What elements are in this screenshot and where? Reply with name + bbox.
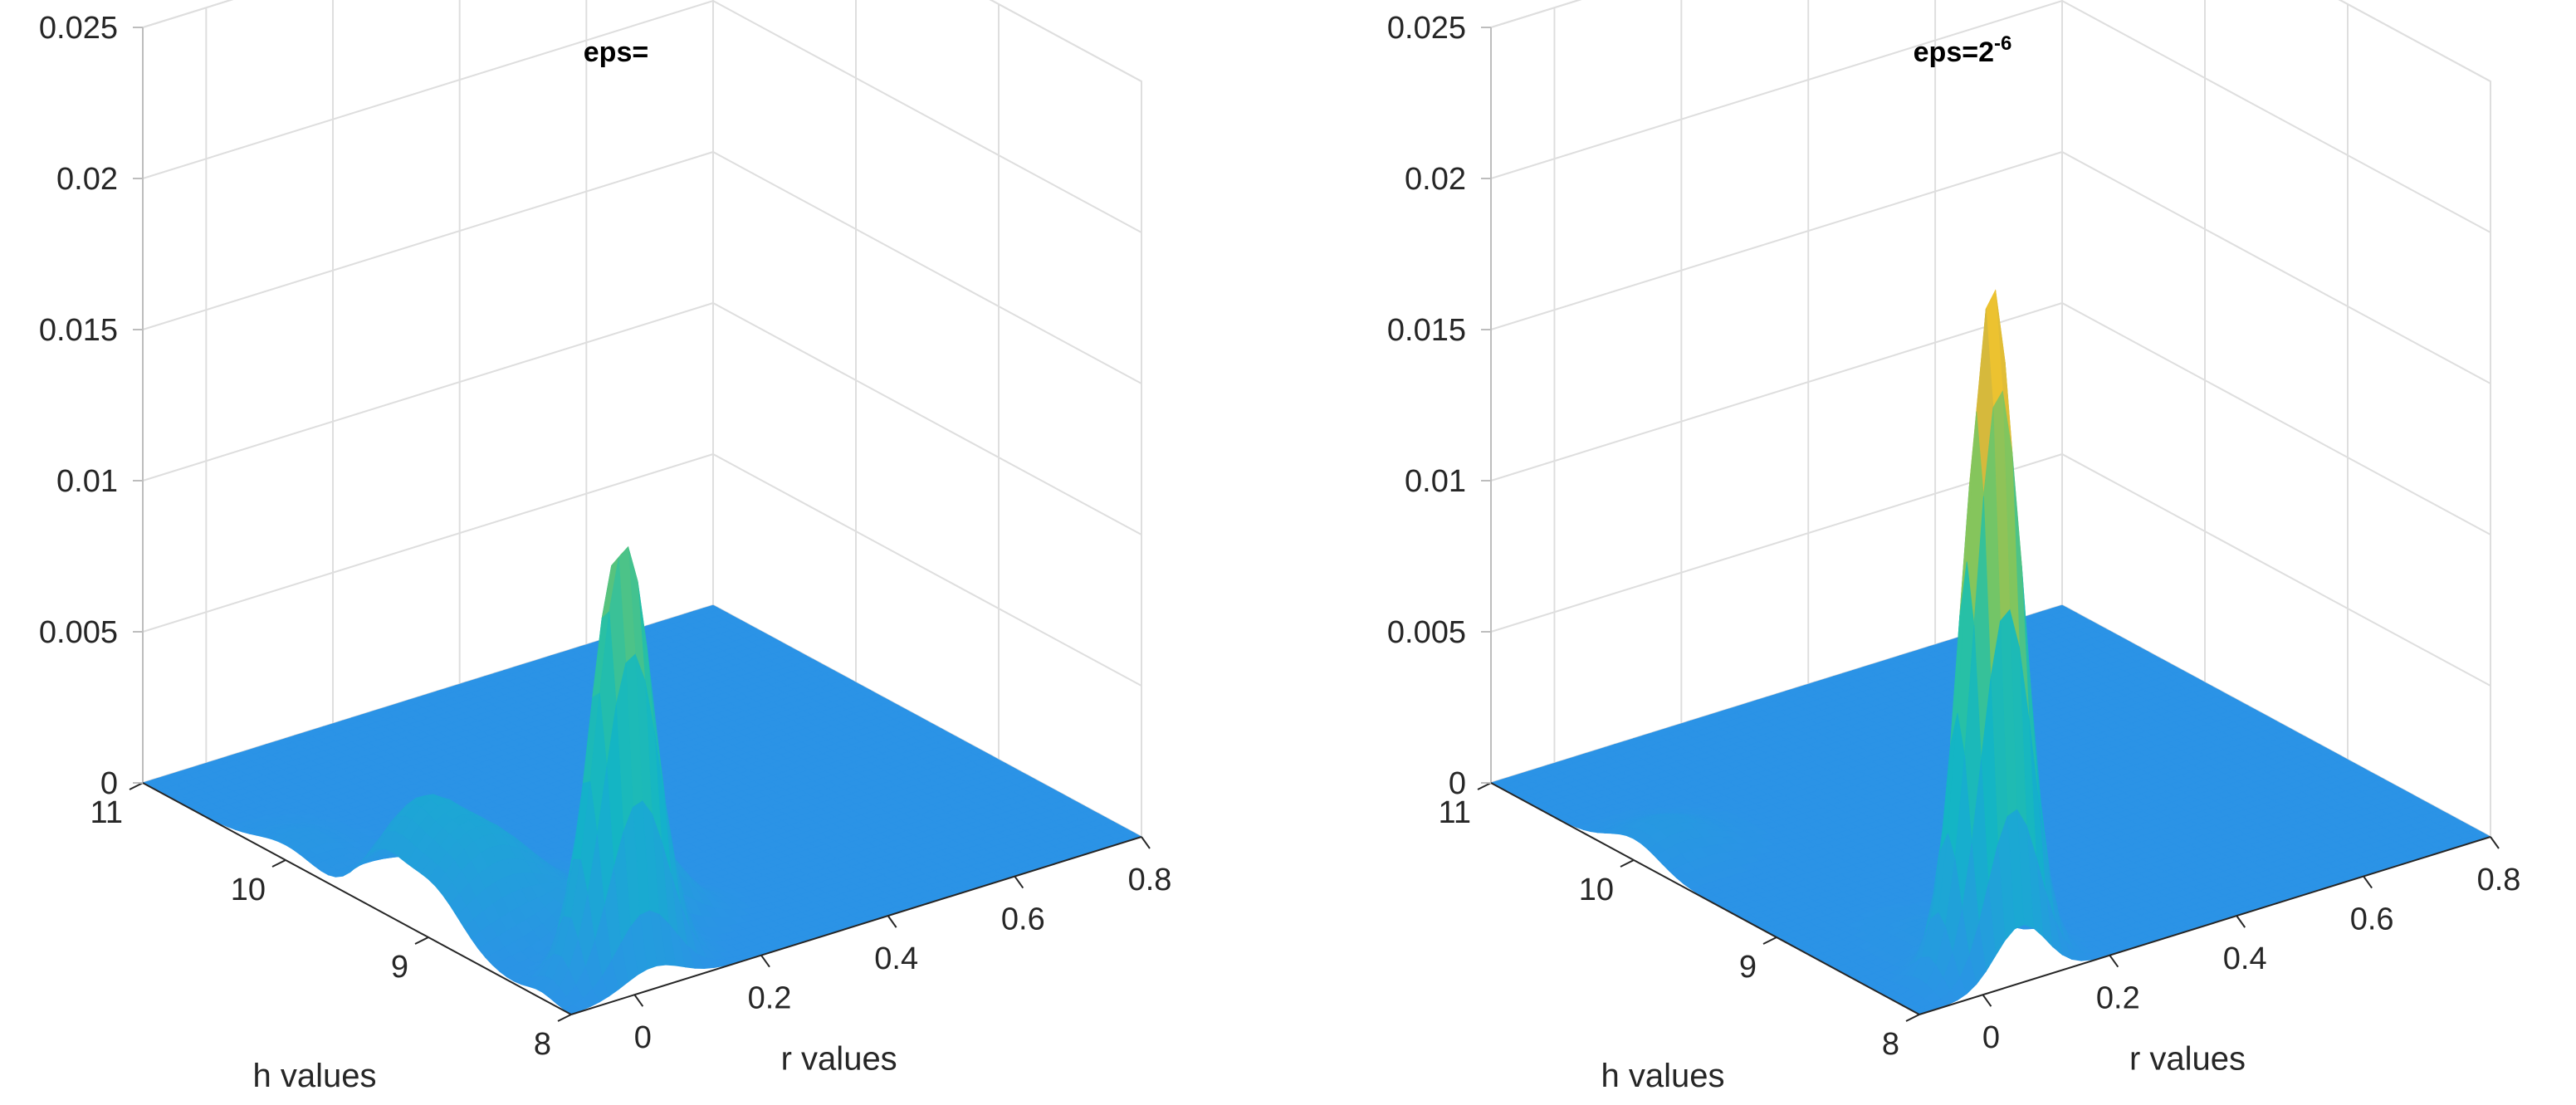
y-tick-mark: [129, 782, 144, 790]
y-tick-label: 10: [231, 873, 266, 907]
x-tick-mark: [887, 915, 897, 928]
x-tick-label: 0.8: [1128, 863, 1172, 897]
y-tick-label: 9: [391, 950, 408, 985]
y-axis-label: h values: [253, 1058, 377, 1094]
y-tick-mark: [414, 936, 429, 945]
chart-title: eps=: [584, 37, 648, 68]
surface-mesh: [141, 545, 1143, 1015]
x-tick-label: 0.6: [1001, 902, 1045, 937]
x-tick-mark: [1014, 875, 1024, 889]
z-tick-label: 0.01: [56, 464, 118, 499]
x-tick-mark: [1141, 836, 1151, 849]
surface-chart-eps-2-6: 00.20.40.60.889101100.0050.010.0150.020.…: [1387, 0, 2520, 1094]
y-tick-mark: [271, 859, 286, 868]
x-tick-mark: [760, 955, 770, 968]
z-tick-label: 0.015: [39, 313, 118, 348]
x-tick-label: 0.4: [874, 941, 918, 976]
x-tick-label: 0: [634, 1020, 652, 1055]
x-axis-label: r values: [781, 1040, 897, 1077]
y-tick-mark: [557, 1014, 572, 1022]
surface-chart-eps-1: 00.20.40.60.889101100.0050.010.0150.020.…: [39, 0, 1172, 1094]
y-tick-label: 8: [534, 1027, 551, 1062]
z-tick-label: 0.025: [39, 11, 118, 46]
z-tick-label: 0.005: [39, 615, 118, 650]
x-tick-mark: [633, 994, 644, 1007]
z-tick-label: 0.02: [56, 162, 118, 197]
z-tick-label: 0: [100, 766, 118, 801]
x-tick-label: 0.2: [748, 981, 792, 1016]
